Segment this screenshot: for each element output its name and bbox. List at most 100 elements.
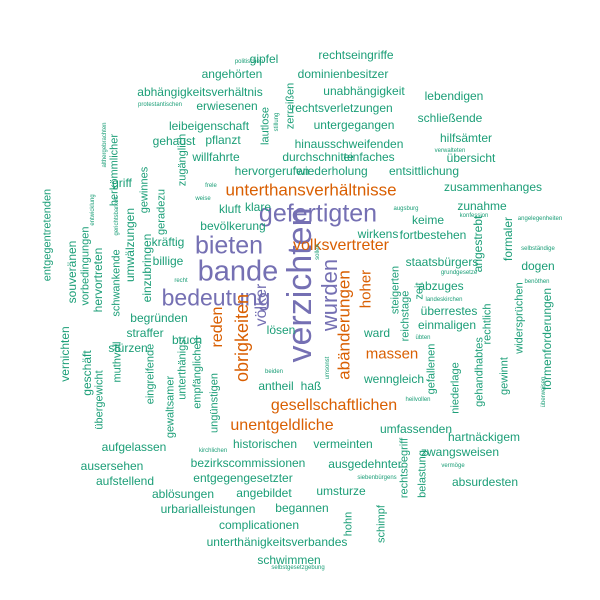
cloud-word: muthvoll (111, 341, 124, 383)
cloud-word: angehörten (201, 67, 263, 81)
cloud-word: landeskirchen (425, 297, 463, 303)
cloud-word: vermeinten (313, 437, 373, 451)
cloud-word: absurdesten (451, 475, 519, 489)
cloud-word: untergegangen (313, 118, 395, 132)
cloud-word: empfänglichen (191, 337, 204, 409)
cloud-word: zeit (413, 282, 426, 300)
cloud-word: siebenbürgens (357, 475, 397, 481)
cloud-word: geradezu (155, 189, 168, 235)
cloud-word: stillung (274, 112, 280, 132)
cloud-word: lautlose (259, 107, 272, 145)
cloud-word: hoher (357, 269, 375, 309)
cloud-word: politischen (234, 59, 264, 65)
cloud-word: bande (197, 255, 279, 288)
cloud-word: complicationen (218, 518, 300, 532)
cloud-word: hohn (342, 511, 355, 537)
cloud-word: formaler (501, 216, 515, 262)
cloud-word: entwicklung (90, 194, 96, 226)
cloud-word: historischen (232, 437, 298, 451)
cloud-word: belastung (416, 450, 429, 498)
cloud-word: gesellschaftlichen (270, 397, 398, 414)
cloud-word: fortbestehen (399, 228, 467, 242)
cloud-word: erwiesenen (196, 99, 258, 113)
cloud-word: umsonst (325, 356, 331, 380)
cloud-word: begannen (275, 501, 329, 515)
cloud-word: protestantischen (137, 102, 183, 108)
cloud-word: gehandhabtes (473, 337, 486, 407)
cloud-word: umwälzungen (123, 207, 137, 283)
cloud-word: rechtseingriffe (318, 48, 394, 62)
cloud-word: volksvertreter (292, 237, 390, 254)
cloud-word: massen (365, 345, 419, 363)
cloud-word: formenforderungen (540, 287, 554, 391)
cloud-word: angelegenheiten (517, 216, 563, 222)
cloud-word: bedeutung (161, 284, 271, 311)
cloud-word: aufgelassen (101, 440, 167, 454)
cloud-word: hartnäckigem (447, 430, 521, 444)
cloud-word: abänderungen (334, 270, 354, 380)
cloud-word: ungünstigen (208, 373, 221, 433)
cloud-word: umsturze (316, 484, 366, 498)
cloud-word: souveränen (65, 240, 79, 304)
cloud-word: haß (300, 379, 322, 393)
cloud-word: schimpf (375, 505, 388, 543)
cloud-word: urbarialleistungen (160, 502, 256, 516)
cloud-word: verwalteten (434, 148, 466, 154)
cloud-word: recht (174, 278, 188, 284)
cloud-word: stürzen (108, 341, 148, 355)
cloud-word: pflanzt (205, 133, 241, 147)
cloud-word: kirchlichen (198, 448, 228, 454)
cloud-word: staatsbürgers (405, 255, 479, 269)
cloud-word: hinausschweifenden (294, 137, 404, 151)
cloud-word: wiederholung (296, 164, 368, 178)
cloud-word: gefallenen (425, 343, 438, 395)
cloud-word: bruch (171, 333, 203, 347)
cloud-word: übergewicht (93, 370, 106, 430)
cloud-word: niederlage (449, 362, 462, 414)
cloud-word: entsittlichung (388, 164, 460, 178)
cloud-word: einzubringen (140, 233, 154, 303)
cloud-word: frele (205, 183, 217, 189)
cloud-word: abhängigkeitsverhältnis (137, 85, 263, 99)
cloud-word: gewaltsamer (164, 375, 177, 439)
cloud-word: heilvollen (405, 397, 431, 403)
cloud-word: vermöge (441, 463, 465, 469)
cloud-word: leibeigenschaft (168, 119, 250, 133)
cloud-word: hervorgerufen (234, 164, 310, 178)
cloud-word: wenngleich (363, 372, 425, 386)
cloud-word: widersprüchen (513, 282, 526, 354)
cloud-word: selbstgesetzgebung (271, 565, 325, 571)
cloud-word: weise (195, 196, 211, 202)
cloud-word: beiden (264, 369, 284, 375)
cloud-word: gefertigten (258, 199, 378, 228)
cloud-word: gipfel (249, 52, 279, 66)
cloud-word: willfahrte (192, 150, 240, 164)
cloud-word: zusammenhanges (443, 180, 543, 194)
cloud-word: gerichtsbarkeit (114, 196, 120, 236)
cloud-word: konfession (459, 213, 489, 219)
cloud-word: benöthen (524, 279, 550, 285)
cloud-word: lebendigen (424, 89, 484, 103)
cloud-word: antheil (258, 379, 294, 393)
cloud-word: lösen (266, 323, 296, 337)
cloud-word: übten (415, 335, 431, 341)
cloud-word: kräftig (151, 235, 185, 249)
cloud-word: sollen (315, 244, 321, 260)
cloud-word: umfassenden (379, 422, 453, 436)
cloud-word: aufstellend (95, 474, 155, 488)
cloud-word: schließende (417, 111, 483, 125)
cloud-word: geschäft (80, 350, 94, 396)
cloud-word: zugänglich (176, 133, 189, 187)
cloud-word: grundgesetze (440, 270, 478, 276)
cloud-word: hervortreten (91, 247, 105, 313)
cloud-word: einmaligen (417, 318, 477, 332)
cloud-word: entgegengesetzter (193, 471, 293, 485)
cloud-word: gehaust (152, 134, 196, 148)
cloud-word: billige (152, 254, 184, 268)
cloud-word: zwangsweisen (420, 445, 500, 459)
cloud-word: durchschnitte (282, 150, 354, 164)
cloud-word: wirkens (357, 227, 399, 241)
cloud-word: eingreifende (144, 343, 157, 405)
cloud-word: unterthänigkeitsverbandes (206, 535, 348, 549)
